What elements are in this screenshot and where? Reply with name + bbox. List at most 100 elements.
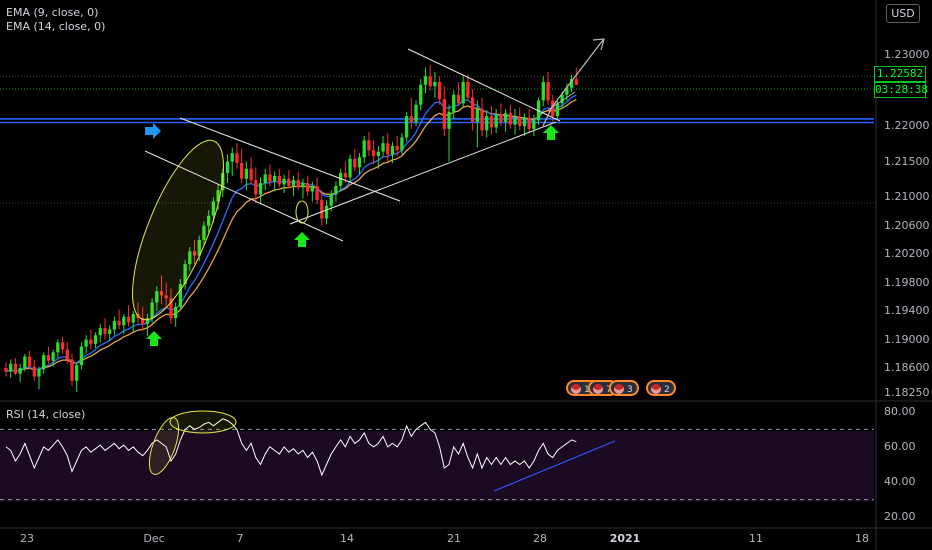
price-tick: 1.23000 (884, 47, 930, 61)
time-tick: 21 (447, 532, 461, 545)
candle-body (376, 151, 380, 156)
triangle-lower-line (289, 121, 557, 225)
candle-body (320, 200, 324, 219)
candle-body (569, 79, 574, 88)
candle-body (159, 291, 164, 296)
candle-body (192, 251, 197, 256)
price-tick: 1.21500 (884, 154, 930, 168)
green-up-arrow (543, 125, 559, 140)
rsi-legend[interactable]: RSI (14, close) (6, 408, 86, 421)
economic-event-badge[interactable]: 3 (609, 380, 639, 396)
candle-body (400, 137, 404, 151)
candle-body (357, 157, 362, 168)
candle-body (480, 108, 484, 131)
candle-body (164, 295, 168, 299)
highlight-ellipse-low (295, 200, 309, 224)
time-tick: 7 (236, 532, 244, 545)
candle-body (235, 153, 239, 164)
flag-icon (593, 384, 603, 394)
candle-body (42, 355, 46, 370)
projection-line-2 (547, 91, 576, 111)
candle-body (513, 117, 517, 125)
time-tick: 28 (533, 532, 547, 545)
candle-body (70, 359, 74, 381)
candle-body (60, 342, 65, 350)
candle-body (494, 114, 498, 128)
candle-body (27, 356, 32, 367)
candle-body (362, 140, 366, 158)
price-tick: 1.19400 (884, 304, 930, 318)
green-up-arrow (146, 331, 162, 346)
candle-body (9, 363, 13, 372)
candle-body (371, 150, 376, 156)
price-tick: 1.22000 (884, 119, 930, 133)
time-tick: 11 (749, 532, 763, 545)
event-count: 3 (627, 385, 633, 395)
candle-body (141, 318, 145, 324)
candle-body (404, 116, 409, 138)
candle-body (287, 178, 291, 186)
candle-body (230, 153, 234, 162)
candle-body (475, 108, 479, 122)
candle-body (508, 113, 512, 125)
rsi-tick: 20.00 (884, 510, 916, 524)
price-tick: 1.19800 (884, 275, 930, 289)
ema9-legend[interactable]: EMA (9, close, 0) (6, 6, 99, 19)
candle-body (18, 367, 22, 374)
candle-body (155, 291, 159, 303)
candle-body (437, 81, 442, 100)
candle-body (353, 158, 357, 168)
currency-button[interactable]: USD (886, 4, 920, 23)
candle-body (188, 251, 192, 265)
candle-body (103, 328, 107, 334)
candle-body (334, 185, 338, 195)
candle-body (551, 100, 555, 117)
candle-body (555, 103, 560, 117)
candle-body (315, 185, 319, 201)
rsi-band (0, 431, 874, 502)
event-count: 2 (664, 385, 670, 395)
candle-body (37, 369, 41, 377)
candle-body (527, 117, 531, 129)
candle-body (574, 79, 578, 85)
candle-body (84, 339, 88, 347)
flag-icon (571, 384, 581, 394)
candle-body (560, 94, 564, 104)
candle-body (381, 143, 385, 152)
candle-body (428, 76, 432, 87)
candle-body (301, 182, 305, 188)
price-tick: 1.18250 (884, 385, 930, 399)
ema14-legend[interactable]: EMA (14, close, 0) (6, 20, 106, 33)
rsi-tick: 60.00 (884, 439, 916, 453)
candle-body (329, 194, 333, 206)
candle-body (485, 116, 489, 131)
candle-body (240, 163, 244, 179)
candle-body (447, 111, 451, 129)
candle-body (272, 175, 277, 182)
blue-right-arrow (145, 123, 161, 139)
candle-body (216, 190, 220, 202)
candle-body (117, 321, 121, 326)
candle-body (75, 365, 79, 381)
candle-body (89, 339, 93, 344)
price-tick: 1.20200 (884, 247, 930, 261)
candle-body (122, 316, 126, 326)
ema14-line (5, 99, 577, 373)
candle-body (489, 116, 494, 128)
candle-body (456, 94, 461, 104)
candle-body (291, 180, 296, 186)
candle-body (211, 201, 216, 216)
candle-body (258, 182, 263, 195)
time-tick: 23 (20, 532, 34, 545)
price-tick: 1.19000 (884, 332, 930, 346)
time-tick: 14 (340, 532, 354, 545)
candle-body (518, 117, 522, 127)
highlight-ellipse-rally (132, 139, 224, 321)
candle-body (499, 114, 503, 122)
candle-body (249, 168, 253, 181)
candle-body (268, 174, 272, 182)
candle-body (419, 84, 423, 105)
candle-body (522, 117, 527, 127)
economic-event-badge[interactable]: 2 (646, 380, 676, 396)
